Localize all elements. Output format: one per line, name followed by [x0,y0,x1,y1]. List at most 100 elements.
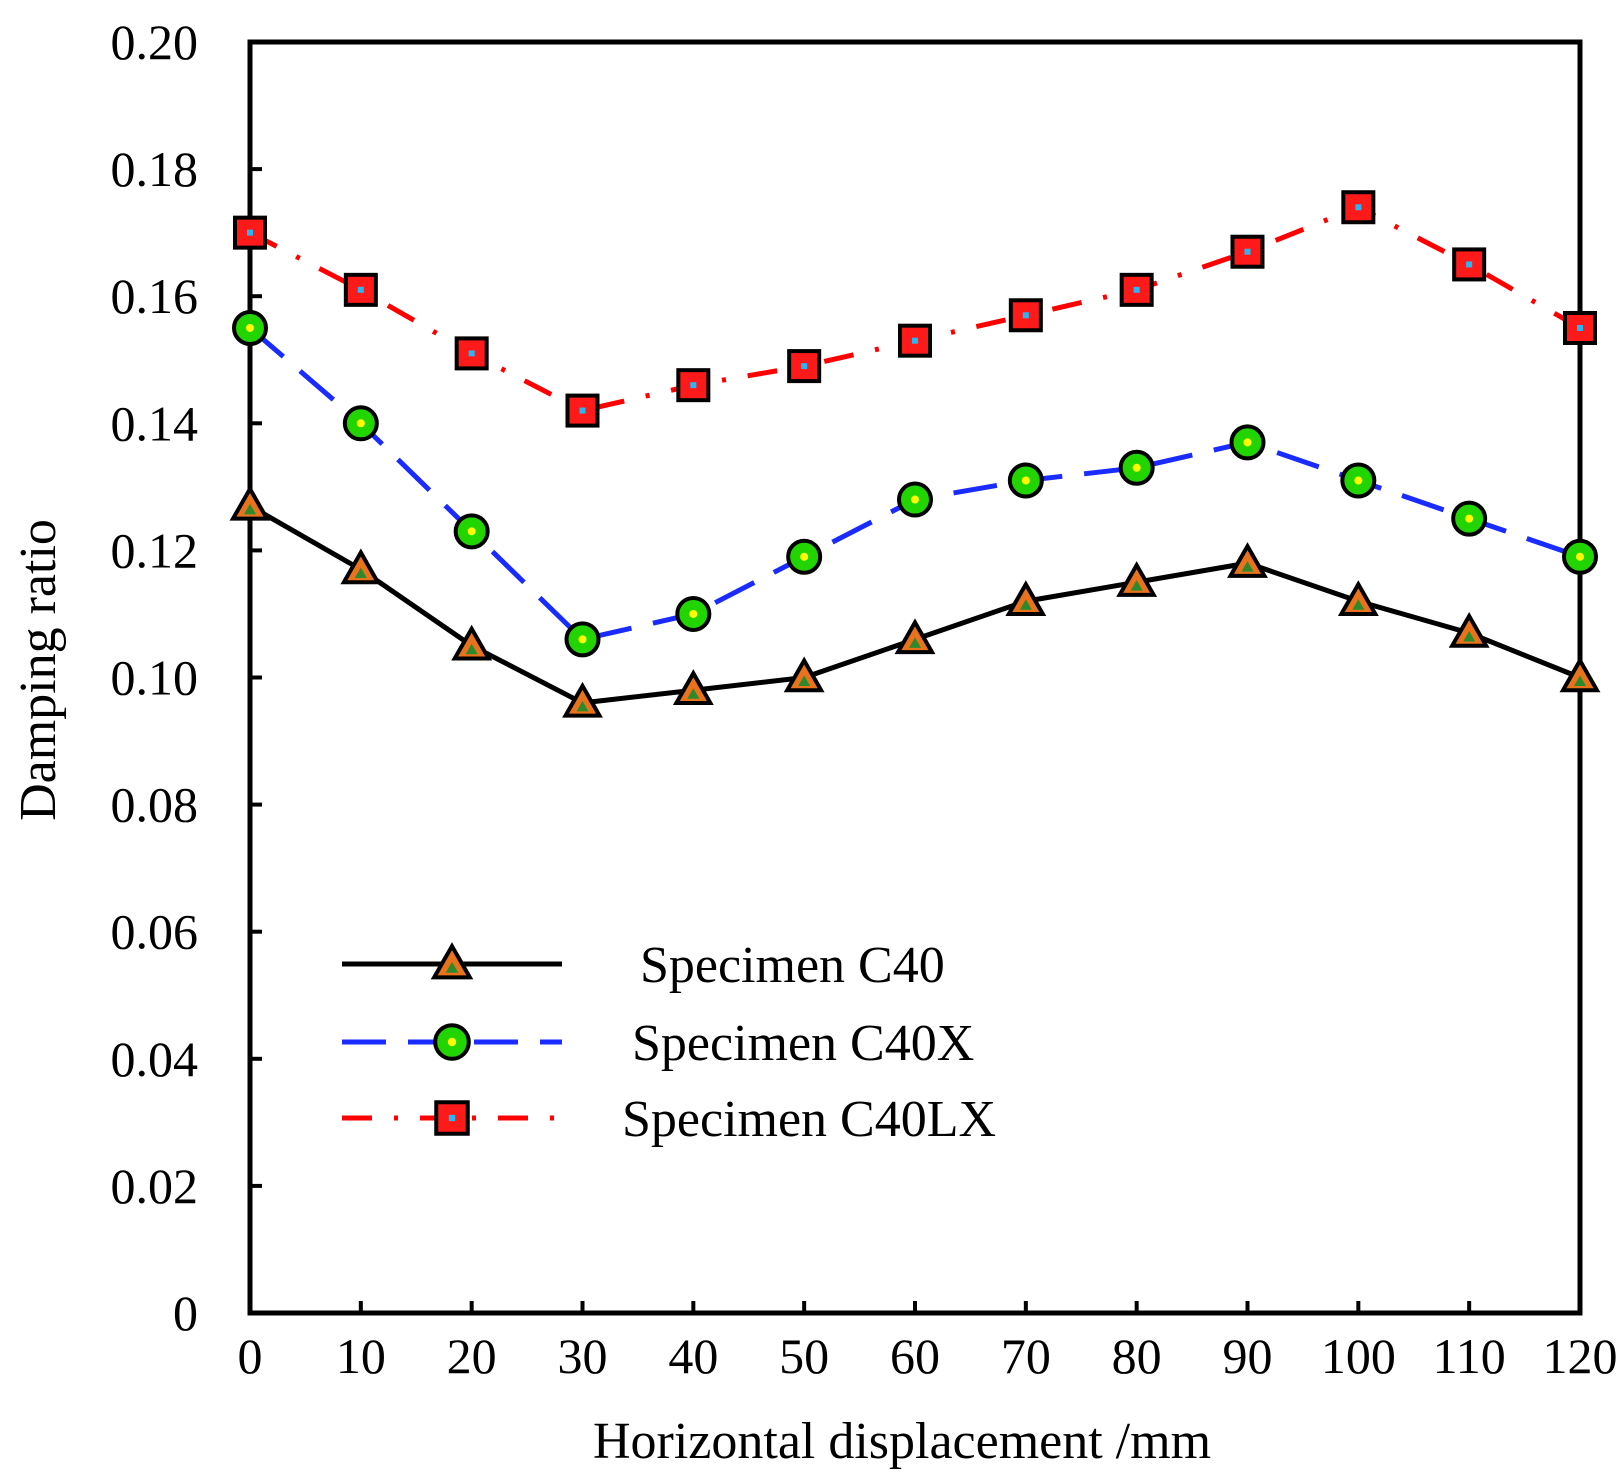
triangle-marker [430,942,474,980]
triangle-shape [229,484,271,521]
square-inner [912,337,918,344]
triangle-shape [562,681,603,718]
triangle-shape [1116,561,1158,597]
triangle-inner [1352,599,1365,610]
axes: 0 0.02 0.04 0.06 0.08 0.10 0.12 0.14 0.16 0.18 0.2… [111,14,1618,1384]
circle-marker [342,405,379,442]
square-marker [1119,272,1154,307]
y-tick-label: 0.20 [111,14,199,70]
triangle-marker [340,548,382,585]
series-line [248,204,1582,414]
circle-inner [911,495,919,504]
x-tick-label: 110 [1433,1328,1506,1384]
legend: Specimen C40 Specimen C40X Specimen C40LX [342,937,996,1148]
legend-item: Specimen C40LX [342,1091,996,1148]
square-marker [343,272,378,307]
x-tick-label: 120 [1543,1328,1618,1384]
triangle-inner [1463,631,1476,642]
triangle-shape [340,548,382,585]
legend-item: Specimen C40X [342,1015,974,1072]
circle-inner [800,552,809,561]
square-inner [1244,248,1251,255]
triangle-shape [1005,580,1047,616]
square-inner [801,363,808,370]
circle-inner [447,1037,457,1047]
circle-marker [1562,538,1598,575]
triangle-shape [1559,656,1601,693]
triangle-marker [894,618,936,655]
triangle-inner [445,961,459,973]
triangle-inner [576,700,589,712]
y-tick-label: 0.04 [111,1031,199,1087]
circle-marker [1229,424,1266,461]
triangle-inner [1019,599,1032,610]
y-tick-label: 0.12 [111,522,199,578]
circle-inner [1354,476,1363,485]
series-line [248,503,1581,706]
x-tick-label: 50 [779,1328,829,1384]
square-marker [676,368,711,403]
square-marker [1230,234,1265,269]
square-inner [1133,286,1140,293]
circle-marker [1340,462,1377,499]
triangle-marker [783,656,825,693]
y-axis-title: Damping ratio [10,519,67,821]
circle-inner [1132,463,1141,472]
square-marker [1341,190,1376,225]
triangle-marker [1116,561,1158,597]
x-tick-label: 40 [668,1328,718,1384]
circle-marker [786,538,823,575]
circle-inner [356,419,365,428]
triangle-shape [672,669,714,705]
x-tick-label: 70 [1001,1328,1051,1384]
triangle-shape [1337,580,1379,616]
legend-item: Specimen C40 [342,937,945,994]
square-marker [233,215,267,250]
circle-inner [246,323,254,332]
square-inner [247,229,253,236]
x-tick-label: 0 [238,1328,263,1384]
square-inner [468,350,475,357]
circle-marker [433,1023,471,1061]
triangle-marker [451,624,493,661]
square-marker [1563,310,1597,345]
triangle-inner [1241,561,1254,572]
square-inner [1577,324,1583,331]
legend-label: Specimen C40X [632,1015,974,1072]
y-tick-label: 0.16 [111,268,199,324]
circle-inner [1021,476,1030,485]
square-inner [357,286,364,293]
square-shape [1563,310,1597,345]
x-tick-label: 30 [558,1328,608,1384]
triangle-marker [1448,611,1490,648]
x-tick-label: 90 [1223,1328,1273,1384]
circle-marker [453,513,490,550]
triangle-marker [1337,580,1379,616]
y-tick-label: 0.14 [111,395,199,451]
circle-inner [1243,438,1252,447]
y-tick-label: 0 [173,1285,198,1341]
circle-inner [1576,552,1584,561]
square-inner [448,1114,456,1122]
square-marker [565,393,600,428]
triangle-inner [244,503,256,515]
circle-inner [467,527,476,536]
square-inner [690,382,697,389]
square-marker [1008,298,1043,333]
triangle-shape [451,624,493,661]
circle-marker [675,595,712,632]
triangle-shape [1227,542,1268,578]
triangle-shape [783,656,825,693]
square-shape [1341,190,1376,225]
triangle-marker [672,669,714,705]
triangle-marker [562,681,603,718]
series-specimen-c40x [232,309,1598,658]
circle-inner [578,635,587,644]
triangle-marker [1005,580,1047,616]
triangle-marker [1227,542,1268,578]
triangle-marker [229,484,271,521]
circle-marker [1007,462,1044,499]
circle-marker [232,309,268,346]
y-tick-label: 0.10 [111,650,199,706]
